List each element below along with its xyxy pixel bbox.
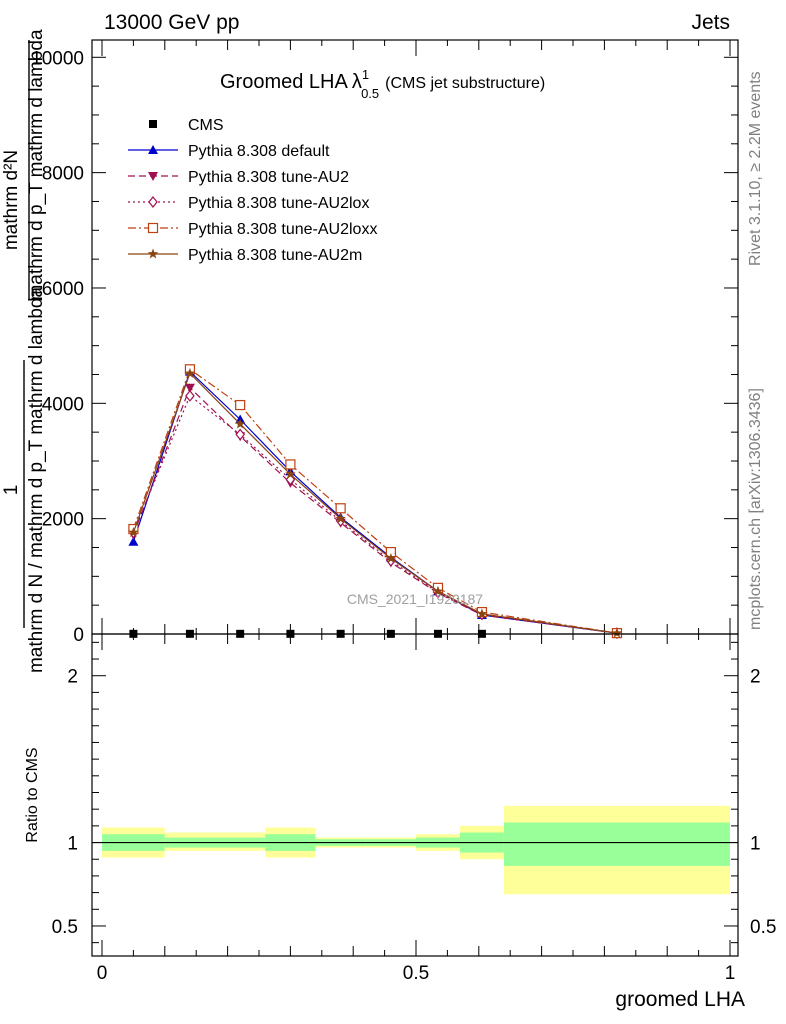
- legend-marker: [148, 172, 158, 181]
- ratio-ytick-label-right: 2: [750, 667, 761, 688]
- legend-label: Pythia 8.308 tune-AU2loxx: [188, 221, 377, 238]
- main-ytick-label: 6000: [42, 279, 84, 300]
- data-point: [476, 608, 488, 619]
- legend-marker: [148, 196, 158, 208]
- legend: CMS Pythia 8.308 default Pythia 8.308 tune…: [128, 117, 377, 264]
- main-series: [128, 364, 623, 640]
- y-label-top: mathrm d²N: [1, 150, 22, 250]
- data-point: [385, 552, 397, 563]
- data-point: [611, 627, 623, 638]
- data-point: [235, 399, 246, 411]
- main-axis-ticks: 0 2000 4000 6000 8000 10000: [31, 40, 738, 646]
- xtick-label: 1: [725, 963, 736, 984]
- legend-entry: Pythia 8.308 default: [128, 143, 330, 160]
- ratio-ytick-label-right: 0.5: [750, 917, 776, 938]
- legend-marker: [148, 145, 158, 154]
- main-ytick-label: 0: [73, 625, 84, 646]
- main-ytick-label: 4000: [42, 394, 84, 415]
- data-point: [128, 536, 139, 546]
- legend-entry: Pythia 8.308 tune-AU2: [128, 169, 349, 186]
- ratio-ytick-label-right: 1: [750, 834, 761, 855]
- x-axis-label: groomed LHA: [615, 988, 745, 1011]
- ratio-bands: [102, 805, 730, 895]
- watermark: CMS_2021_I1920187: [347, 591, 483, 607]
- legend-entry: Pythia 8.308 tune-AU2m: [128, 247, 362, 264]
- ratio-ytick-label: 1: [67, 834, 78, 855]
- data-point: [432, 585, 444, 596]
- legend-label: Pythia 8.308 tune-AU2m: [188, 247, 362, 264]
- y-label-bottom: mathrm d p_T mathrm d lambda: [26, 29, 47, 300]
- main-ytick-label: 10000: [31, 48, 84, 69]
- xtick-label: 0.5: [403, 963, 429, 984]
- data-point: [185, 389, 195, 402]
- data-point: [235, 428, 245, 441]
- data-point: [335, 503, 346, 514]
- ratio-ytick-label: 2: [67, 667, 78, 688]
- legend-marker: [147, 248, 159, 259]
- data-point: [234, 418, 246, 429]
- data-point: [128, 527, 139, 537]
- legend-label: Pythia 8.308 tune-AU2: [188, 169, 349, 186]
- legend-entry: Pythia 8.308 tune-AU2lox: [128, 195, 369, 212]
- ratio-plot-frame: [91, 633, 739, 957]
- main-y-label: mathrm d²N mathrm d p_T mathrm d lambda …: [1, 29, 47, 673]
- x-tick-labels: 0 0.5 1: [97, 963, 736, 984]
- y-label-numerator: 1: [1, 485, 22, 496]
- data-point: [285, 459, 296, 470]
- y-label-denominator: mathrm d N / mathrm d p_T mathrm d lambd…: [26, 287, 47, 674]
- main-ytick-label: 8000: [42, 164, 84, 185]
- title-note: (CMS jet substructure): [385, 75, 545, 92]
- legend-marker: [149, 120, 157, 128]
- rivet-label: Rivet 3.1.10, ≥ 2.2M events: [747, 71, 764, 266]
- ratio-band-inner: [503, 822, 730, 866]
- data-point: [184, 367, 196, 378]
- ratio-axis-ticks: 0.5 0.5 1 1 2 2: [52, 634, 776, 956]
- series-line: [132, 386, 618, 634]
- legend-label: Pythia 8.308 default: [188, 143, 330, 160]
- title-sub: 0.5: [361, 86, 379, 101]
- series-5: [128, 367, 623, 638]
- chart-title: Groomed LHA λ1 0.5 (CMS jet substructure): [220, 67, 545, 101]
- data-point: [285, 468, 296, 479]
- legend-entry: CMS: [149, 117, 224, 134]
- data-point: [184, 383, 195, 393]
- energy-label: 13000 GeV pp: [104, 11, 239, 34]
- legend-label: CMS: [188, 117, 224, 134]
- title-sup: 1: [362, 67, 369, 82]
- process-label: Jets: [691, 11, 730, 34]
- title-lambda: λ: [352, 71, 362, 93]
- ratio-panel: 0.5 0.51 12 2 Ratio to CMS 0 0.5 1 groomed LH…: [24, 633, 776, 1011]
- main-ytick-label: 2000: [42, 510, 84, 531]
- xtick-label: 0: [97, 963, 108, 984]
- data-point: [335, 513, 346, 524]
- title-main: Groomed LHA: [220, 71, 348, 93]
- legend-entry: Pythia 8.308 tune-AU2loxx: [128, 221, 377, 238]
- legend-label: Pythia 8.308 tune-AU2lox: [188, 195, 369, 212]
- ratio-y-label: Ratio to CMS: [24, 747, 41, 842]
- mcplots-label: mcplots.cern.ch [arXiv:1306.3436]: [747, 388, 764, 630]
- ratio-ytick-label: 0.5: [52, 917, 78, 938]
- legend-marker: [147, 222, 159, 234]
